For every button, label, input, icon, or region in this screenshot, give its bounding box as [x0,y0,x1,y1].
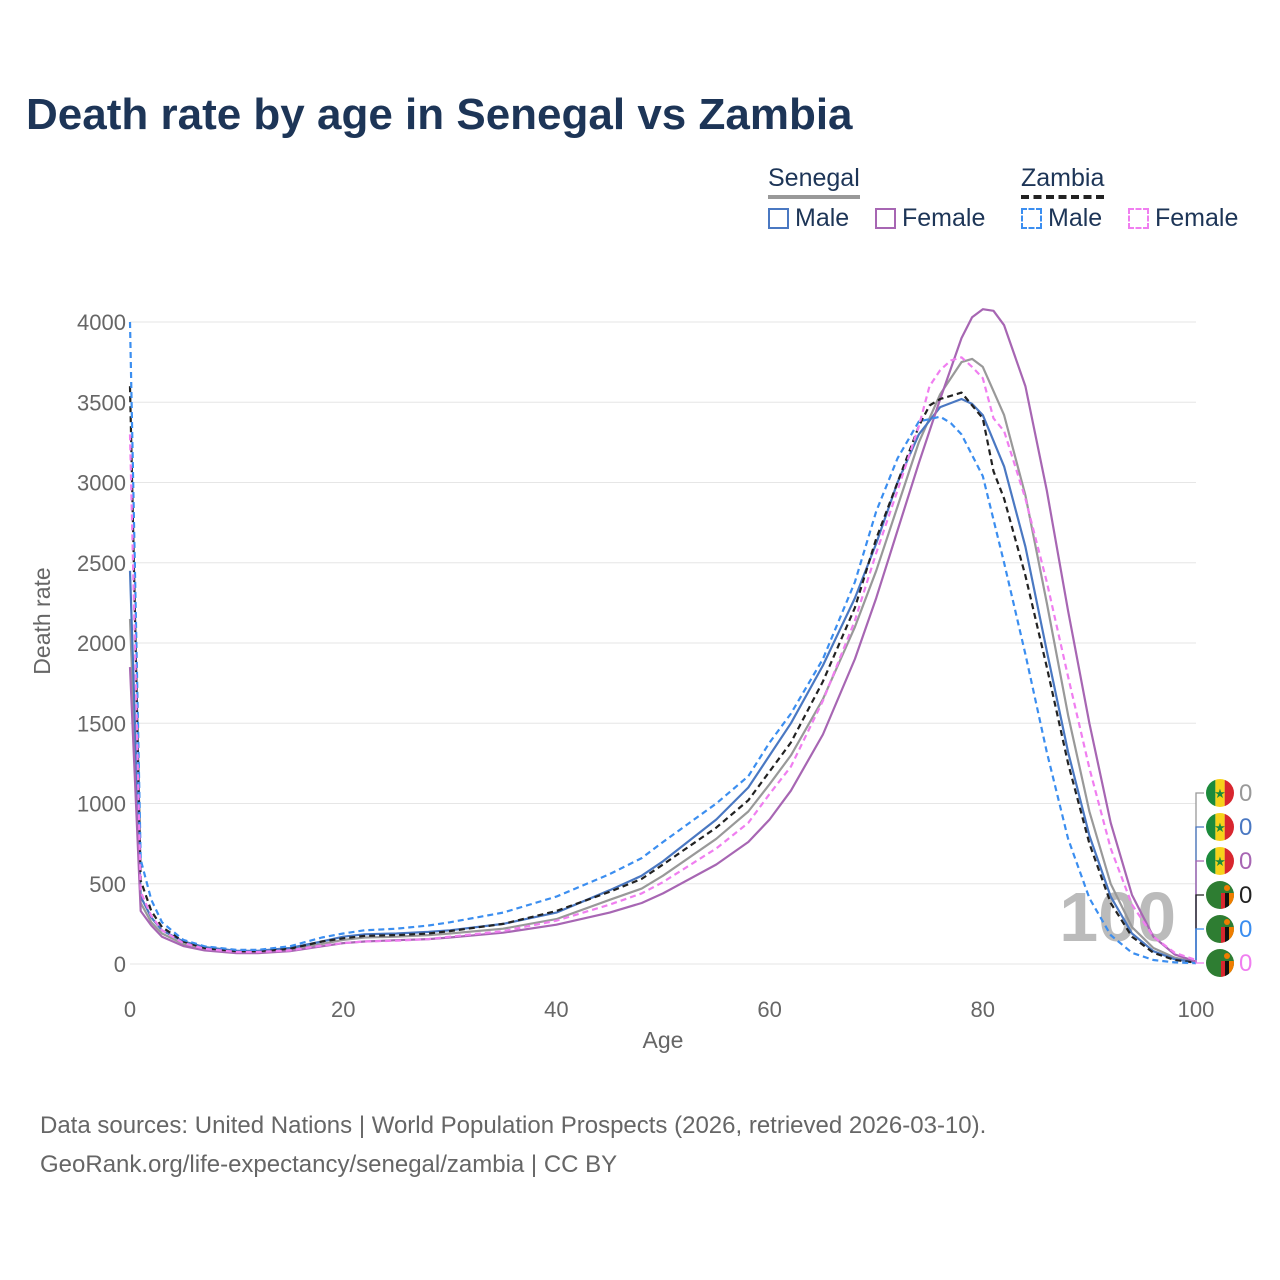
x-tick-label: 100 [1178,997,1215,1022]
flag-stripe [1229,961,1234,977]
x-axis-ticks: 0 20 40 60 80 100 [124,997,1214,1022]
legend-item-zambia-female[interactable]: Female [1128,204,1238,233]
series-line [128,397,1197,964]
legend-country-line [1021,195,1105,199]
legend-item-senegal-male[interactable]: Male [768,204,849,233]
legend-swatch [1128,208,1149,229]
flag-stripe [1225,893,1229,909]
x-axis-title: Age [643,1027,684,1053]
connector-line [1195,960,1204,964]
eagle-icon [1224,885,1230,891]
flag-stripe [1225,927,1229,943]
senegal-flag-icon: ★ [1206,847,1234,875]
grid [130,321,1196,965]
end-marker: 0 [1195,915,1252,964]
legend-item-senegal-female[interactable]: Female [875,204,985,233]
end-value-label: 0 [1239,882,1252,909]
flag-stripe [1206,847,1216,875]
y-tick-label: 2000 [77,631,126,656]
series-lines [128,308,1197,965]
legend-item-label: Female [1155,204,1239,232]
legend-country-label: Zambia [1021,164,1105,192]
legend-item-label: Male [1048,204,1103,232]
zambia-flag-icon [1206,915,1234,943]
flag-stripe [1221,927,1225,943]
flag-stripe [1221,961,1225,977]
flag-stripe [1215,813,1225,841]
y-axis-ticks: 0 500 1000 1500 2000 2500 3000 3500 4000 [77,310,126,977]
series-line [128,308,1197,963]
connector-line [1195,928,1204,964]
flag-stripe [1224,847,1234,875]
y-tick-label: 2500 [77,551,126,576]
connector-line [1195,860,1204,962]
flag-stripe [1221,893,1225,909]
end-markers: ★ 0 ★ 0 ★ 0 0 0 0 [1195,779,1252,977]
legend-swatch [768,208,789,229]
connector-line [1195,792,1204,963]
zambia-flag-icon [1206,881,1234,909]
senegal-flag-icon: ★ [1206,813,1234,841]
source-note: Data sources: United Nations | World Pop… [40,1106,986,1184]
end-value-label: 0 [1239,848,1252,875]
y-tick-label: 1500 [77,711,126,736]
chart-title: Death rate by age in Senegal vs Zambia [26,90,853,139]
flag-stripe [1229,893,1234,909]
x-tick-label: 20 [331,997,355,1022]
flag-stripe [1225,961,1229,977]
y-tick-label: 1000 [77,792,126,817]
flag-stripe [1206,779,1216,807]
zambia-flag-icon [1206,949,1234,977]
x-tick-label: 40 [544,997,568,1022]
legend: Senegal Zambia Male Female Male Female [760,160,1260,240]
series-line [128,321,1197,965]
end-value-label: 0 [1239,780,1252,807]
end-value-label: 0 [1239,814,1252,841]
legend-swatch [1021,208,1042,229]
series-line [128,357,1197,964]
legend-country-zambia[interactable]: Zambia [1021,164,1105,199]
y-tick-label: 3000 [77,471,126,496]
star-icon: ★ [1214,820,1226,835]
legend-item-label: Male [795,204,850,232]
legend-item-label: Female [902,204,986,232]
flag-stripe [1224,813,1234,841]
legend-swatch [875,208,896,229]
y-tick-label: 0 [114,952,126,977]
legend-item-zambia-male[interactable]: Male [1021,204,1102,233]
star-icon: ★ [1214,854,1226,869]
series-line [128,386,1197,964]
legend-country-senegal[interactable]: Senegal [768,164,860,199]
source-line: Data sources: United Nations | World Pop… [40,1112,987,1139]
flag-stripe [1215,847,1225,875]
legend-country-label: Senegal [768,164,860,192]
x-tick-label: 80 [971,997,995,1022]
flag-stripe [1229,927,1234,943]
end-value-label: 0 [1239,950,1252,977]
eagle-icon [1224,953,1230,959]
senegal-flag-icon: ★ [1206,779,1234,807]
star-icon: ★ [1214,786,1226,801]
y-tick-label: 3500 [77,390,126,415]
flag-stripe [1206,813,1216,841]
y-tick-label: 4000 [77,310,126,335]
flag-stripe [1215,779,1225,807]
source-line: GeoRank.org/life-expectancy/senegal/zamb… [40,1151,618,1178]
end-marker: 0 [1195,949,1252,977]
eagle-icon [1224,919,1230,925]
x-tick-label: 60 [757,997,781,1022]
series-line [128,356,1197,962]
legend-country-line [768,195,860,199]
y-axis-title: Death rate [29,567,55,674]
current-age-label: 100 [1059,878,1176,956]
end-marker: 0 [1195,881,1252,963]
end-value-label: 0 [1239,916,1252,943]
x-tick-label: 0 [124,997,136,1022]
y-tick-label: 500 [89,872,126,897]
flag-stripe [1224,779,1234,807]
